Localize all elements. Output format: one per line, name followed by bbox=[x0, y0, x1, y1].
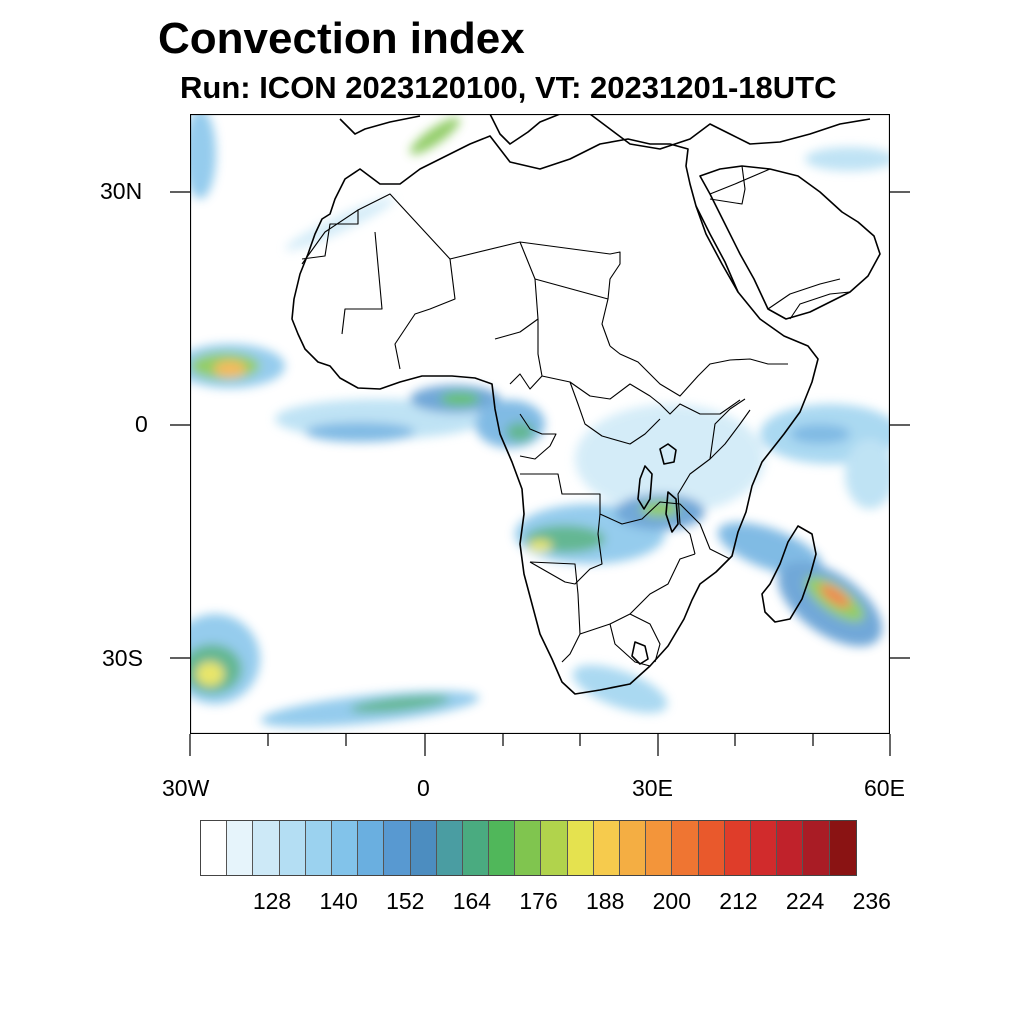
map-frame bbox=[190, 114, 890, 734]
colorbar-label: 140 bbox=[319, 888, 358, 914]
lon-label-30w: 30W bbox=[162, 775, 210, 801]
colorbar bbox=[200, 820, 857, 876]
country-borders bbox=[301, 165, 851, 667]
colorbar-swatch bbox=[462, 821, 490, 875]
colorbar-swatch bbox=[358, 821, 385, 875]
lat-label-30n: 30N bbox=[100, 178, 143, 204]
colorbar-swatch bbox=[410, 821, 437, 875]
colorbar-label: 128 bbox=[252, 888, 292, 914]
colorbar-swatch bbox=[698, 821, 725, 875]
colorbar-swatch bbox=[436, 821, 463, 875]
lat-label-0: 0 bbox=[135, 411, 148, 437]
colorbar-label: 212 bbox=[719, 888, 758, 914]
colorbar-swatch bbox=[201, 821, 228, 875]
colorbar-label: 236 bbox=[852, 888, 891, 914]
colorbar-swatch bbox=[777, 821, 804, 875]
axis-ticks bbox=[170, 191, 910, 756]
colorbar-label: 200 bbox=[652, 888, 692, 914]
colorbar-swatch bbox=[724, 821, 751, 875]
colorbar-swatch bbox=[567, 821, 594, 875]
colorbar-swatch bbox=[829, 821, 856, 875]
colorbar-swatch bbox=[515, 821, 542, 875]
colorbar-swatch bbox=[750, 821, 778, 875]
map-panel bbox=[190, 114, 890, 734]
chart-subtitle: Run: ICON 2023120100, VT: 20231201-18UTC bbox=[180, 70, 837, 105]
colorbar-swatch bbox=[620, 821, 647, 875]
colorbar-swatch bbox=[253, 821, 280, 875]
colorbar-swatch bbox=[803, 821, 830, 875]
colorbar-swatch bbox=[541, 821, 568, 875]
colorbar-swatch bbox=[672, 821, 699, 875]
lon-label-0: 0 bbox=[417, 775, 430, 801]
lon-label-30e: 30E bbox=[632, 775, 673, 801]
colorbar-label: 176 bbox=[519, 888, 558, 914]
colorbar-swatch bbox=[489, 821, 516, 875]
colorbar-label: 152 bbox=[386, 888, 425, 914]
colorbar-swatch bbox=[227, 821, 254, 875]
convection-field bbox=[190, 114, 890, 728]
lat-label-30s: 30S bbox=[102, 645, 143, 671]
colorbar-swatch bbox=[331, 821, 359, 875]
lon-label-60e: 60E bbox=[864, 775, 905, 801]
colorbar-swatch bbox=[279, 821, 306, 875]
colorbar-label: 188 bbox=[586, 888, 625, 914]
chart-title: Convection index bbox=[158, 14, 525, 63]
colorbar-swatch bbox=[646, 821, 673, 875]
colorbar-swatch bbox=[593, 821, 620, 875]
colorbar-label: 224 bbox=[785, 888, 825, 914]
colorbar-label: 164 bbox=[452, 888, 492, 914]
map-svg bbox=[190, 114, 890, 734]
colorbar-swatch bbox=[384, 821, 411, 875]
colorbar-swatch bbox=[305, 821, 332, 875]
